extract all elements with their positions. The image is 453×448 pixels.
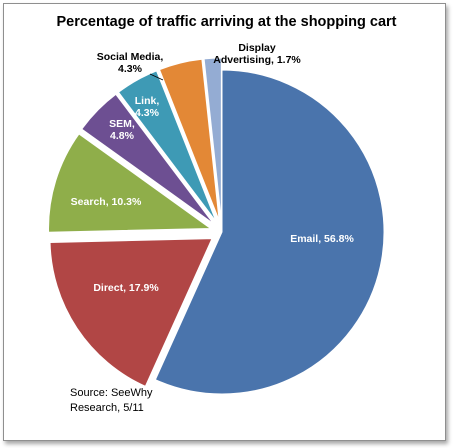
pie-slice-link — [117, 70, 217, 222]
pie-slice-search — [48, 133, 213, 233]
pie-slice-direct — [49, 238, 213, 387]
source-line-2: Research, 5/11 — [70, 402, 144, 414]
pie-slice-email — [154, 69, 385, 395]
source-note: Source: SeeWhy Research, 5/11 — [70, 386, 170, 416]
pie-slice-sem — [81, 93, 214, 225]
data-label-display-advertising: Display Advertising, 1.7% — [213, 42, 301, 66]
data-label-sem: SEM, 4.8% — [109, 118, 135, 142]
data-label-social-media: Social Media, 4.3% — [97, 51, 164, 75]
data-label-link: Link, 4.3% — [135, 95, 160, 119]
pie-slice-social-media — [158, 58, 220, 221]
leader-line-social-media — [149, 73, 164, 81]
data-label-email: Email, 56.8% — [290, 233, 354, 245]
pie-slice-display-advertising — [203, 57, 222, 221]
data-label-direct: Direct, 17.9% — [93, 282, 159, 294]
data-label-search: Search, 10.3% — [71, 196, 142, 208]
source-line-1: Source: SeeWhy — [70, 387, 153, 399]
chart-title: Percentage of traffic arriving at the sh… — [56, 14, 397, 30]
